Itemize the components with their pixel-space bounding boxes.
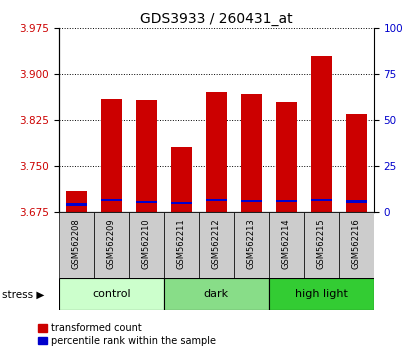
Text: GSM562212: GSM562212 <box>212 218 221 269</box>
Bar <box>136 100 157 212</box>
Text: GSM562211: GSM562211 <box>177 218 186 269</box>
Bar <box>269 278 374 310</box>
Bar <box>206 92 227 212</box>
Bar <box>164 278 269 310</box>
Bar <box>171 202 192 204</box>
Bar <box>101 199 122 201</box>
Text: control: control <box>92 289 131 299</box>
Text: dark: dark <box>204 289 229 299</box>
Bar <box>101 99 122 212</box>
Bar <box>304 212 339 278</box>
Bar <box>276 200 297 202</box>
Bar <box>199 212 234 278</box>
Bar <box>129 212 164 278</box>
Text: GSM562208: GSM562208 <box>72 218 81 269</box>
Bar <box>94 212 129 278</box>
Bar <box>241 200 262 202</box>
Bar <box>311 199 332 201</box>
Text: GSM562214: GSM562214 <box>282 218 291 269</box>
Text: GSM562213: GSM562213 <box>247 218 256 269</box>
Bar <box>66 191 87 212</box>
Text: GSM562210: GSM562210 <box>142 218 151 269</box>
Bar <box>346 200 367 202</box>
Bar <box>59 212 94 278</box>
Text: stress ▶: stress ▶ <box>2 290 45 299</box>
Bar <box>206 199 227 201</box>
Legend: transformed count, percentile rank within the sample: transformed count, percentile rank withi… <box>39 323 216 346</box>
Bar <box>164 212 199 278</box>
Bar <box>276 102 297 212</box>
Bar <box>339 212 374 278</box>
Bar <box>136 201 157 203</box>
Bar <box>346 114 367 212</box>
Text: GSM562209: GSM562209 <box>107 218 116 269</box>
Text: high light: high light <box>295 289 348 299</box>
Bar <box>66 203 87 206</box>
Title: GDS3933 / 260431_at: GDS3933 / 260431_at <box>140 12 293 26</box>
Text: GSM562215: GSM562215 <box>317 218 326 269</box>
Bar <box>171 147 192 212</box>
Bar <box>241 94 262 212</box>
Bar <box>269 212 304 278</box>
Text: GSM562216: GSM562216 <box>352 218 361 269</box>
Bar <box>311 56 332 212</box>
Bar <box>59 278 164 310</box>
Bar <box>234 212 269 278</box>
